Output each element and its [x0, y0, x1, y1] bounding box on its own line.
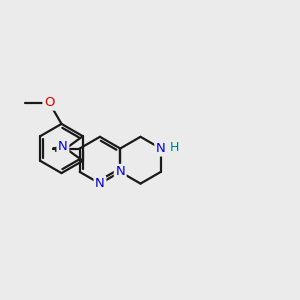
Text: H: H	[170, 141, 179, 154]
Text: S: S	[59, 144, 67, 157]
Text: N: N	[58, 140, 68, 153]
Text: N: N	[156, 142, 166, 155]
Text: O: O	[44, 96, 55, 109]
Text: N: N	[116, 165, 125, 178]
Text: N: N	[95, 177, 105, 190]
